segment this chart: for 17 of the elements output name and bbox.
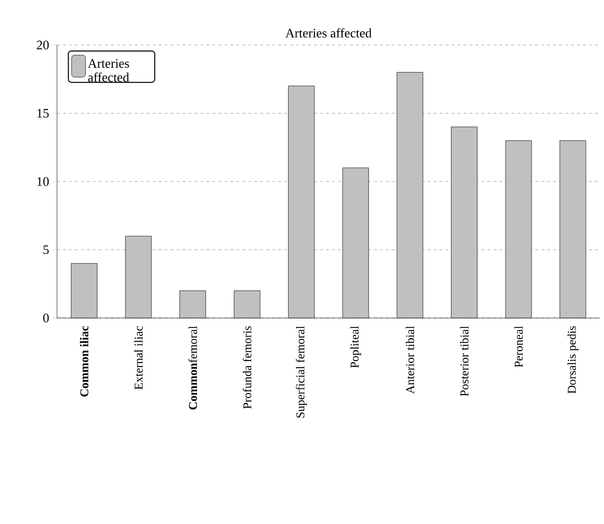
y-tick-label: 15 xyxy=(37,108,49,118)
y-tick-label: 5 xyxy=(44,245,49,254)
x-tick-label: Common iliac xyxy=(80,326,88,397)
legend-label: Arteries affected xyxy=(88,59,130,82)
x-tick-label: Superficial femoral xyxy=(296,326,307,418)
x-tick-label: Profunda femoris xyxy=(242,326,252,409)
x-tick-label: Anterior tibial xyxy=(406,326,414,394)
x-tick-label: Popliteal xyxy=(350,326,362,368)
y-tick-label: 10 xyxy=(37,177,49,186)
y-tick-label: 0 xyxy=(43,314,49,322)
x-tick-label: Dorsalis pedis xyxy=(567,326,578,394)
x-tick-label: Posterior tibial xyxy=(460,326,468,396)
y-tick-label: 20 xyxy=(36,40,49,50)
x-tick-label: Commonfemoral xyxy=(188,326,198,410)
chart-title: Arteries affected xyxy=(285,28,372,38)
x-tick-label: Peroneal xyxy=(514,326,523,368)
x-tick-label: External iliac xyxy=(134,326,143,390)
